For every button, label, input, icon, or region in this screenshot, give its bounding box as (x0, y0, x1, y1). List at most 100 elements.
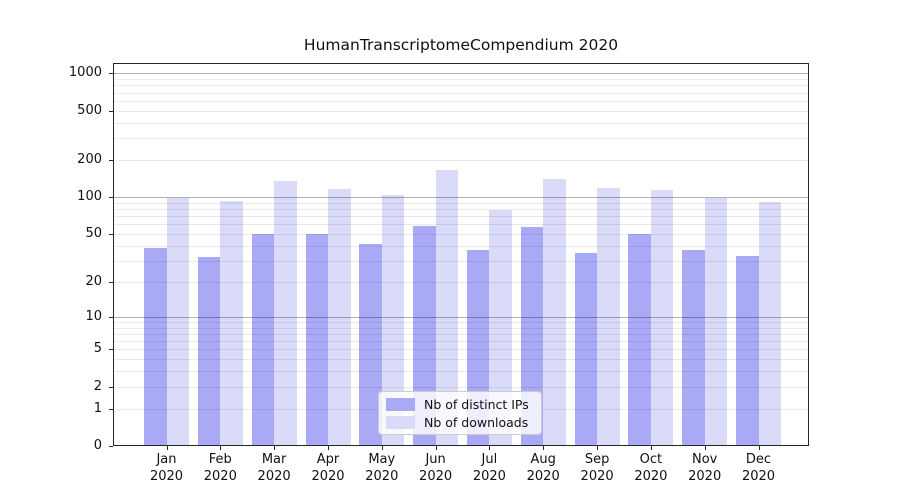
bar-jan-downloads (166, 198, 189, 446)
gridline-minor (113, 122, 809, 124)
x-tick-mark (274, 446, 276, 450)
x-axis: Jan 2020 Feb 2020 Mar 2020 Apr 2020 May 2020 Jun 20… (113, 446, 809, 498)
x-tick-label-jan: Jan 2020 (149, 452, 184, 484)
legend-swatch-1 (386, 415, 415, 429)
gridline-major (113, 316, 809, 318)
y-tick-mark (109, 110, 113, 112)
bar-aug-downloads (543, 179, 566, 446)
x-tick-label-oct: Oct 2020 (634, 452, 668, 484)
y-tick-label: 100 (77, 189, 102, 205)
plot-area: Nb of distinct IPs Nb of downloads (113, 63, 809, 446)
y-tick-mark (109, 408, 113, 410)
gridline-minor (113, 321, 809, 323)
y-tick-label: 500 (77, 102, 102, 118)
legend-row: Nb of distinct IPs (386, 395, 533, 413)
bar-nov-downloads (704, 198, 728, 446)
gridline-minor (113, 281, 809, 283)
gridline-minor (113, 349, 809, 351)
y-tick-mark (109, 73, 113, 75)
x-tick-mark (166, 446, 168, 450)
bar-apr-ips (305, 233, 328, 446)
bar-nov-ips (682, 249, 705, 446)
x-tick-mark (489, 446, 491, 450)
gridline-minor (113, 202, 809, 204)
x-tick-label-sep: Sep 2020 (580, 452, 614, 484)
bar-mar-downloads (274, 181, 297, 446)
bar-jun-downloads (435, 169, 459, 446)
gridline-minor (113, 371, 809, 373)
x-tick-label-apr: Apr 2020 (311, 452, 345, 484)
x-tick-mark (328, 446, 329, 450)
x-tick-mark (704, 446, 706, 450)
x-tick-mark (758, 446, 760, 450)
legend-swatch-0 (386, 397, 415, 411)
gridline-minor (113, 110, 809, 112)
gridline-minor (113, 209, 809, 210)
gridline-minor (113, 92, 809, 94)
bar-oct-downloads (650, 190, 674, 446)
bar-may-ips (359, 244, 382, 446)
gridline-minor (113, 260, 809, 262)
bar-feb-downloads (220, 200, 243, 446)
bar-mar-ips (251, 233, 275, 446)
gridline-minor (113, 359, 809, 361)
gridline-minor (113, 216, 809, 218)
y-tick-mark (109, 197, 113, 199)
gridline-minor (113, 245, 809, 247)
gridline-minor (113, 333, 809, 335)
legend-label: Nb of distinct IPs (424, 396, 529, 412)
bar-sep-ips (574, 252, 598, 446)
gridline-minor (113, 386, 809, 388)
x-tick-label-jul: Jul 2020 (472, 452, 506, 484)
x-tick-label-may: May 2020 (365, 452, 399, 484)
bar-feb-ips (197, 257, 221, 446)
bar-apr-downloads (328, 188, 351, 446)
x-tick-mark (220, 446, 222, 450)
legend-label: Nb of downloads (424, 414, 529, 430)
x-tick-mark (597, 446, 599, 450)
bar-may-downloads (381, 194, 405, 446)
chart-title: HumanTranscriptomeCompendium 2020 (303, 36, 619, 54)
y-tick-mark (109, 349, 113, 351)
y-tick-label: 10 (85, 308, 102, 324)
bar-oct-ips (628, 233, 651, 446)
x-tick-label-jun: Jun 2020 (419, 452, 453, 484)
gridline-minor (113, 160, 809, 161)
x-tick-label-nov: Nov 2020 (688, 452, 722, 484)
gridline-minor (113, 233, 809, 235)
gridline-major (113, 73, 809, 75)
gridline-minor (113, 138, 809, 140)
gridline-minor (113, 341, 809, 342)
y-tick-label: 1 (93, 400, 102, 416)
y-tick-label: 0 (93, 438, 102, 453)
y-tick-label: 20 (85, 273, 102, 289)
x-tick-label-aug: Aug 2020 (526, 452, 560, 484)
bar-jul-downloads (489, 209, 512, 446)
y-tick-mark (109, 316, 113, 318)
gridline-minor (113, 224, 809, 226)
bar-sep-downloads (597, 187, 620, 446)
y-tick-label: 1000 (68, 65, 102, 81)
y-tick-mark (109, 446, 113, 447)
y-tick-mark (109, 281, 113, 283)
bar-dec-downloads (758, 202, 781, 446)
x-tick-mark (435, 446, 437, 450)
x-tick-label-feb: Feb 2020 (203, 452, 237, 484)
gridline-minor (113, 100, 809, 102)
y-tick-label: 2 (93, 378, 102, 394)
y-tick-mark (109, 233, 113, 235)
bar-jan-ips (144, 248, 167, 446)
y-tick-label: 5 (93, 341, 102, 357)
gridline-major (113, 197, 809, 199)
y-tick-label: 200 (77, 152, 102, 167)
legend-row: Nb of downloads (386, 413, 533, 431)
gridline-minor (113, 79, 809, 80)
x-tick-mark (381, 446, 383, 450)
gridline-minor (113, 327, 809, 329)
y-tick-label: 50 (85, 225, 102, 241)
y-axis: 1000 500 200 100 50 20 10 5 2 1 0 (0, 63, 113, 453)
x-tick-label-dec: Dec 2020 (741, 452, 776, 484)
y-tick-mark (109, 386, 113, 388)
x-tick-mark (543, 446, 545, 450)
